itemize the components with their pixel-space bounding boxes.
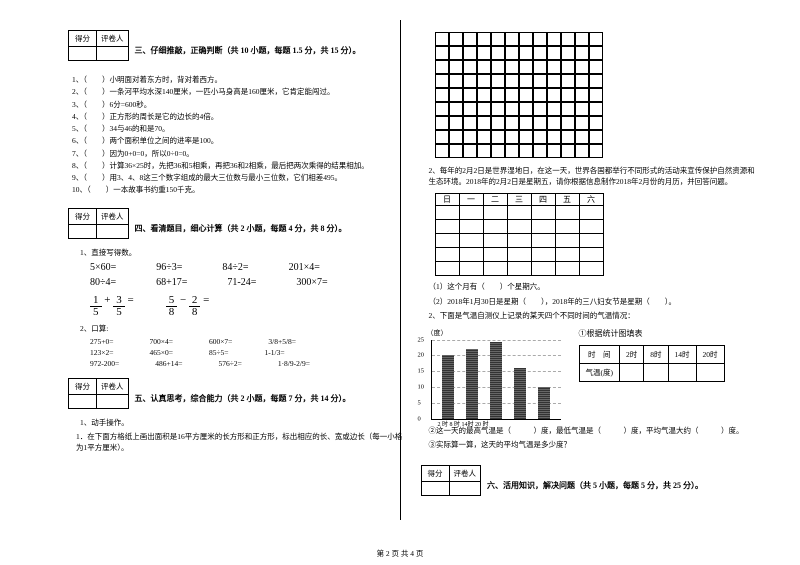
stats-block: ①根据统计图填表 时 间2时8时14时20时 气温(度) bbox=[579, 328, 725, 382]
bar bbox=[442, 355, 454, 419]
section5-title: 五、认真思考，综合能力（共 2 小题，每题 7 分，共 14 分）。 bbox=[135, 393, 351, 404]
q-item: 6、（ ）两个面积单位之间的进率是100。 bbox=[72, 135, 405, 146]
q-item: 1、（ ）小明面对着东方时，背对着西方。 bbox=[72, 74, 405, 85]
bar bbox=[466, 349, 478, 419]
reviewer-cell bbox=[449, 481, 481, 495]
calc: 5×60= bbox=[90, 262, 116, 273]
section3-items: 1、（ ）小明面对着东方时，背对着西方。 2、（ ）一条河平均水深140厘米，一… bbox=[72, 74, 405, 196]
chart-title: ①根据统计图填表 bbox=[579, 328, 725, 339]
calc: 96÷3= bbox=[156, 262, 182, 273]
score-label: 得分 bbox=[69, 378, 97, 394]
calc: 576÷2= bbox=[218, 359, 241, 368]
calc: 84÷2= bbox=[222, 262, 248, 273]
section4-header: 得分评卷人 四、看清题目，细心计算（共 2 小题，每题 4 分，共 8 分）。 bbox=[68, 208, 405, 242]
q-item: 8、（ ）计算36×25时，先把36和5相乘，再把36和2相乘，最后把两次乘得的… bbox=[72, 160, 405, 171]
score-cell bbox=[421, 481, 449, 495]
calc: 486+14= bbox=[155, 359, 182, 368]
score-box-6: 得分评卷人 bbox=[421, 465, 482, 496]
reviewer-label: 评卷人 bbox=[449, 465, 481, 481]
calc: 300×7= bbox=[296, 277, 327, 288]
calc: 85÷5= bbox=[209, 348, 229, 357]
bar bbox=[538, 387, 550, 419]
q-item: 2、（ ）一条河平均水深140厘米，一匹小马身高是160厘米，它肯定能闯过。 bbox=[72, 86, 405, 97]
calc: 71-24= bbox=[227, 277, 256, 288]
reviewer-label: 评卷人 bbox=[97, 378, 129, 394]
calc-row: 80÷4= 68+17= 71-24= 300×7= bbox=[90, 277, 405, 288]
section3-title: 三、仔细推敲，正确判断（共 10 小题，每题 1.5 分，共 15 分）。 bbox=[135, 45, 361, 56]
stats-table: 时 间2时8时14时20时 气温(度) bbox=[579, 345, 725, 382]
reviewer-cell bbox=[97, 47, 129, 61]
grid-paper bbox=[435, 32, 758, 158]
calc-row: 123×2= 465×0= 85÷5= 1-1/3= bbox=[90, 348, 405, 357]
calc: 465×0= bbox=[149, 348, 172, 357]
score-box-3: 得分评卷人 bbox=[68, 30, 129, 61]
calc: 201×4= bbox=[289, 262, 320, 273]
score-cell bbox=[69, 394, 97, 408]
section6-title: 六、活用知识，解决问题（共 5 小题，每题 5 分，共 25 分）。 bbox=[487, 480, 703, 491]
right-column: 2、每年的2月2日是世界湿地日，在这一天，世界各国都举行不同形式的活动来宣传保护… bbox=[413, 30, 766, 505]
calc: 80÷4= bbox=[90, 277, 116, 288]
calc-row: 5×60= 96÷3= 84÷2= 201×4= bbox=[90, 262, 405, 273]
section4-title: 四、看清题目，细心计算（共 2 小题，每题 4 分，共 8 分）。 bbox=[135, 223, 347, 234]
reviewer-cell bbox=[97, 224, 129, 238]
reviewer-label: 评卷人 bbox=[97, 31, 129, 47]
calc-row: 972-200= 486+14= 576÷2= 1·8/9-2/9= bbox=[90, 359, 405, 368]
section3-header: 得分评卷人 三、仔细推敲，正确判断（共 10 小题，每题 1.5 分，共 15 … bbox=[68, 30, 405, 64]
score-label: 得分 bbox=[69, 31, 97, 47]
sub-text: 1．在下面方格纸上画出面积是16平方厘米的长方形和正方形，标出相应的长、宽或边长… bbox=[76, 432, 405, 453]
calc: 1·8/9-2/9= bbox=[278, 359, 310, 368]
sub-label: 1、动手操作。 bbox=[80, 418, 405, 429]
cal-sub1: （1）这个月有（ ）个星期六。 bbox=[429, 282, 758, 293]
y-unit: （度） bbox=[427, 328, 561, 338]
score-box-4: 得分评卷人 bbox=[68, 208, 129, 239]
column-divider bbox=[400, 20, 401, 520]
calendar-table: 日一二三四五六 bbox=[435, 193, 604, 276]
reviewer-cell bbox=[97, 394, 129, 408]
section6-header: 得分评卷人 六、活用知识，解决问题（共 5 小题，每题 5 分，共 25 分）。 bbox=[421, 465, 758, 499]
calc: 68+17= bbox=[156, 277, 187, 288]
cal-sub2: （2）2018年1月30日是星期（ ），2018年的三八妇女节是星期（ ）。 bbox=[429, 297, 758, 308]
frac-row: 15 + 35 = 58 − 28 = bbox=[90, 294, 405, 318]
score-label: 得分 bbox=[69, 208, 97, 224]
q-item: 7、（ ）因为0+0=0，所以0÷0=0。 bbox=[72, 148, 405, 159]
chart-block: （度） 25 20 15 10 5 0 2 时 8 时 14时 20 时 bbox=[431, 328, 561, 420]
q2-text: 2、每年的2月2日是世界湿地日，在这一天，世界各国都举行不同形式的活动来宣传保护… bbox=[429, 166, 758, 187]
page-footer: 第 2 页 共 4 页 bbox=[0, 548, 800, 559]
calc: 123×2= bbox=[90, 348, 113, 357]
calc: 1-1/3= bbox=[265, 348, 285, 357]
calc: 700×4= bbox=[149, 337, 172, 346]
calc: 275+0= bbox=[90, 337, 113, 346]
chart-wrap: （度） 25 20 15 10 5 0 2 时 8 时 14时 20 时 bbox=[431, 328, 758, 420]
score-cell bbox=[69, 47, 97, 61]
calc: 3/8+5/8= bbox=[268, 337, 296, 346]
q-item: 5、（ ）34与46的和是70。 bbox=[72, 123, 405, 134]
calc: 600×7= bbox=[209, 337, 232, 346]
score-cell bbox=[69, 224, 97, 238]
sub-label: 1、直接写得数。 bbox=[80, 248, 405, 259]
frac-expr: 15 + 35 = bbox=[90, 294, 134, 318]
q-item: 3、（ ）6分=600秒。 bbox=[72, 99, 405, 110]
bar-chart: 25 20 15 10 5 0 2 时 8 时 14时 20 时 bbox=[431, 340, 561, 420]
reviewer-label: 评卷人 bbox=[97, 208, 129, 224]
q-item: 9、（ ）用3、4、8这三个数字组成的最大三位数与最小三位数，它们相差495。 bbox=[72, 172, 405, 183]
sub-label: 2、口算: bbox=[80, 324, 405, 335]
left-column: 得分评卷人 三、仔细推敲，正确判断（共 10 小题，每题 1.5 分，共 15 … bbox=[60, 30, 413, 505]
bar bbox=[514, 368, 526, 419]
frac-expr: 58 − 28 = bbox=[166, 294, 210, 318]
score-box-5: 得分评卷人 bbox=[68, 378, 129, 409]
q-item: 10、（ ）一本故事书约重150千克。 bbox=[72, 184, 405, 195]
score-label: 得分 bbox=[421, 465, 449, 481]
q-item: 4、（ ）正方形的周长是它的边长的4倍。 bbox=[72, 111, 405, 122]
calc: 972-200= bbox=[90, 359, 119, 368]
section5-header: 得分评卷人 五、认真思考，综合能力（共 2 小题，每题 7 分，共 14 分）。 bbox=[68, 378, 405, 412]
q3-text: 2、下面是气温自测仪上记录的某天四个不同时间的气温情况： bbox=[429, 311, 758, 322]
bar bbox=[490, 342, 502, 419]
calc-row: 275+0= 700×4= 600×7= 3/8+5/8= bbox=[90, 337, 405, 346]
chart-qB: ③实际算一算，这天的平均气温是多少度？ bbox=[429, 440, 758, 451]
